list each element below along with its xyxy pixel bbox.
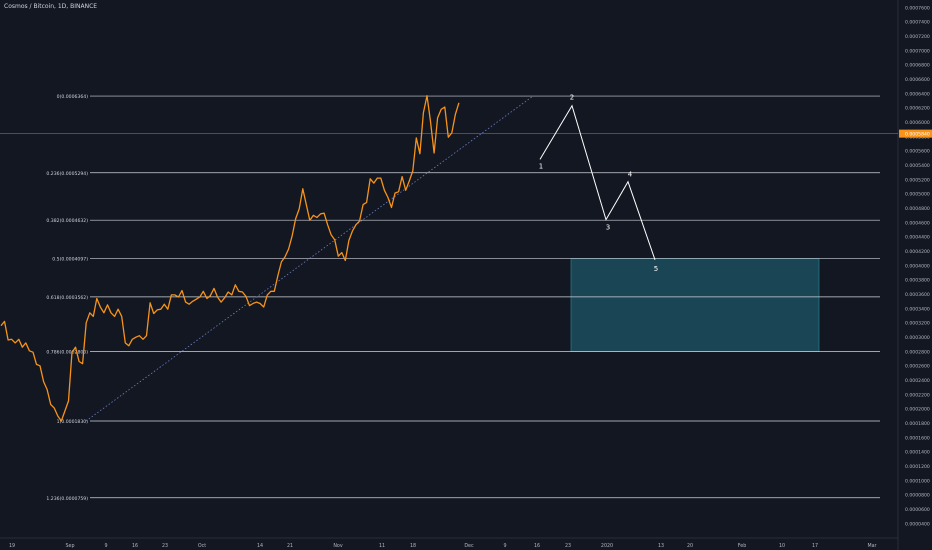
x-tick-label: 14 bbox=[257, 543, 263, 549]
y-tick-label: 0.0001000 bbox=[905, 478, 930, 484]
y-tick-label: 0.0007200 bbox=[905, 34, 930, 40]
y-tick-label: 0.0002000 bbox=[905, 407, 930, 413]
y-tick-label: 0.0002800 bbox=[905, 349, 930, 355]
x-tick-label: Feb bbox=[738, 543, 747, 549]
chart-title: Cosmos / Bitcoin, 1D, BINANCE bbox=[4, 3, 98, 10]
fib-level-label: 0.5(0.0004097) bbox=[52, 257, 88, 263]
y-tick-label: 0.0001200 bbox=[905, 464, 930, 470]
fib-level-label: 1.236(0.0000759) bbox=[46, 496, 88, 502]
x-tick-label: 21 bbox=[287, 543, 293, 549]
y-tick-label: 0.0000400 bbox=[905, 521, 930, 527]
x-tick-label: 9 bbox=[503, 543, 506, 549]
y-tick-label: 0.0001800 bbox=[905, 421, 930, 427]
y-tick-label: 0.0005600 bbox=[905, 149, 930, 155]
x-tick-label: 13 bbox=[658, 543, 664, 549]
y-tick-label: 0.0004000 bbox=[905, 263, 930, 269]
target-zone-box bbox=[570, 258, 820, 352]
y-tick-label: 0.0006800 bbox=[905, 63, 930, 69]
y-tick-label: 0.0005200 bbox=[905, 177, 930, 183]
x-tick-label: 20 bbox=[687, 543, 693, 549]
wave-projection-line bbox=[539, 104, 656, 260]
x-tick-label: Nov bbox=[333, 543, 343, 549]
y-tick-label: 0.0001600 bbox=[905, 435, 930, 441]
fib-trend-line bbox=[85, 95, 534, 422]
y-tick-label: 0.0003200 bbox=[905, 321, 930, 327]
y-tick-label: 0.0000600 bbox=[905, 507, 930, 513]
x-tick-label: 10 bbox=[779, 543, 785, 549]
fib-level-label: 0(0.0006364) bbox=[57, 94, 89, 100]
y-tick-label: 0.0005000 bbox=[905, 192, 930, 198]
y-tick-label: 0.0000800 bbox=[905, 493, 930, 499]
y-tick-label: 0.0006400 bbox=[905, 91, 930, 97]
x-tick-label: 2020 bbox=[601, 543, 613, 549]
y-tick-label: 0.0002200 bbox=[905, 392, 930, 398]
y-tick-label: 0.0007000 bbox=[905, 48, 930, 54]
y-tick-label: 0.0003600 bbox=[905, 292, 930, 298]
price-series-line bbox=[0, 95, 460, 422]
x-tick-label: 17 bbox=[812, 543, 818, 549]
y-tick-label: 0.0002600 bbox=[905, 364, 930, 370]
x-tick-label: 23 bbox=[565, 543, 571, 549]
x-tick-label: 16 bbox=[534, 543, 540, 549]
y-tick-label: 0.0005400 bbox=[905, 163, 930, 169]
y-tick-label: 0.0006200 bbox=[905, 106, 930, 112]
y-tick-label: 0.0004400 bbox=[905, 235, 930, 241]
wave-label: 3 bbox=[606, 224, 610, 232]
x-tick-label: 19 bbox=[9, 543, 15, 549]
x-tick-label: 9 bbox=[104, 543, 107, 549]
y-tick-label: 0.0004600 bbox=[905, 220, 930, 226]
x-tick-label: 23 bbox=[162, 543, 168, 549]
y-tick-label: 0.0006000 bbox=[905, 120, 930, 126]
y-tick-label: 0.0007400 bbox=[905, 20, 930, 26]
x-tick-label: Oct bbox=[198, 543, 206, 549]
fib-level-label: 0.382(0.0004632) bbox=[46, 218, 88, 224]
x-tick-label: Dec bbox=[464, 543, 474, 549]
x-tick-label: 11 bbox=[379, 543, 385, 549]
y-tick-label: 0.0004800 bbox=[905, 206, 930, 212]
y-tick-label: 0.0004200 bbox=[905, 249, 930, 255]
y-tick-label: 0.0003800 bbox=[905, 278, 930, 284]
wave-label: 2 bbox=[570, 94, 574, 102]
y-tick-label: 0.0006600 bbox=[905, 77, 930, 83]
y-tick-label: 0.0007600 bbox=[905, 5, 930, 11]
wave-label: 5 bbox=[654, 265, 658, 273]
y-tick-label: 0.0003400 bbox=[905, 306, 930, 312]
current-price-badge bbox=[899, 129, 932, 138]
fib-level-label: 0.236(0.0005294) bbox=[46, 171, 88, 177]
y-tick-label: 0.0001400 bbox=[905, 450, 930, 456]
wave-label: 1 bbox=[539, 162, 543, 170]
x-tick-label: Mar bbox=[867, 543, 876, 549]
x-tick-label: 16 bbox=[132, 543, 138, 549]
x-tick-label: 18 bbox=[410, 543, 416, 549]
wave-label: 4 bbox=[628, 171, 633, 179]
current-price-label: 0.0005840 bbox=[905, 131, 930, 137]
y-tick-label: 0.0002400 bbox=[905, 378, 930, 384]
x-tick-label: Sep bbox=[65, 543, 74, 549]
fib-level-label: 1(0.0001830) bbox=[57, 419, 89, 425]
y-tick-label: 0.0003000 bbox=[905, 335, 930, 341]
fib-level-label: 0.618(0.0003562) bbox=[46, 295, 88, 301]
fib-level-label: 0.786(0.0002800) bbox=[46, 350, 88, 356]
